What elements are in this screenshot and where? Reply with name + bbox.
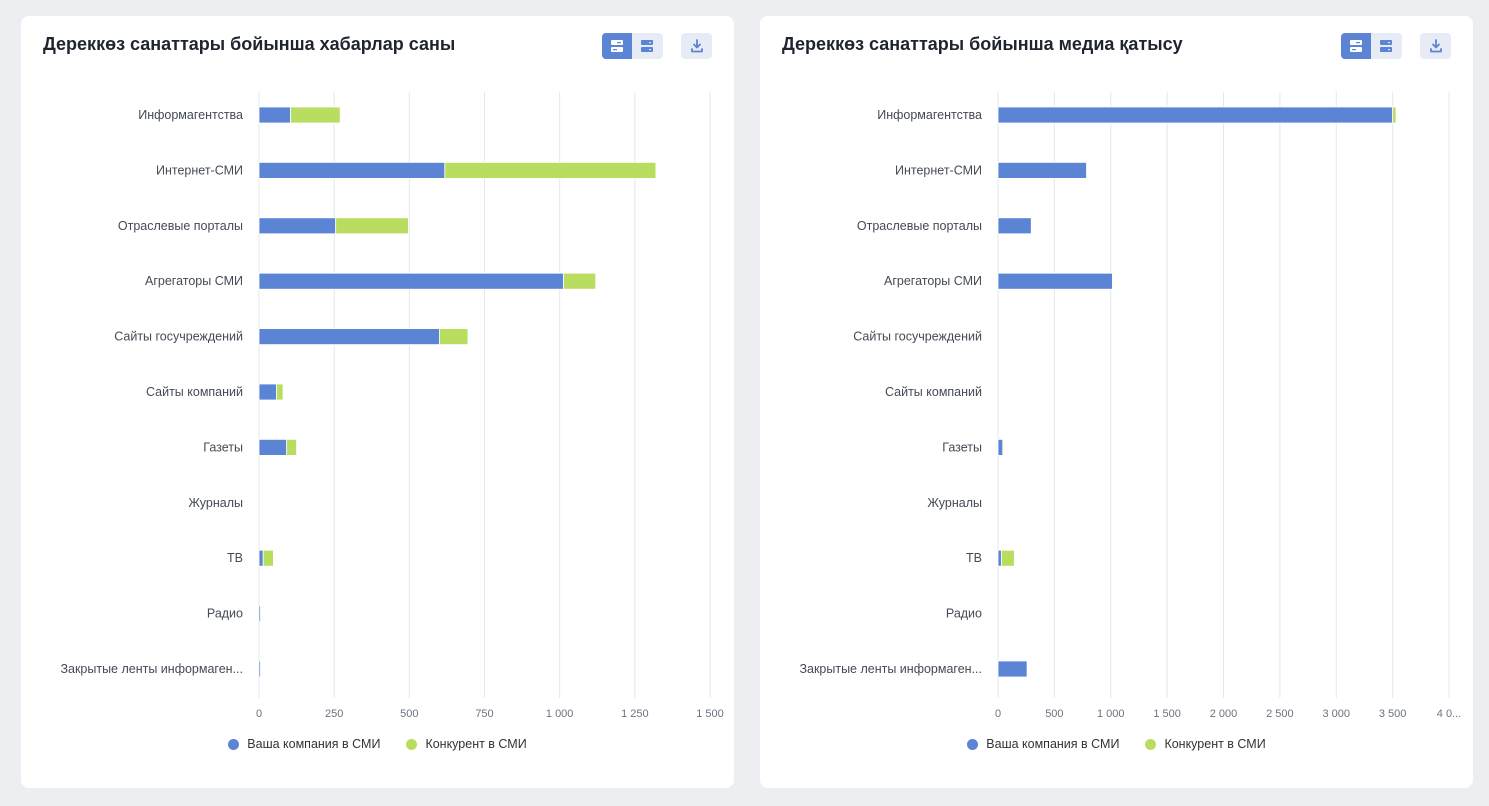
bar-chart-messages: 0 250 500 750 1 000 1 250 1 500 Информагентства… (60, 92, 724, 720)
bar-company[interactable] (997, 549, 1002, 567)
bar-competitor[interactable] (1392, 106, 1397, 124)
legend-marker-company (967, 738, 979, 750)
bar-company[interactable] (258, 328, 440, 346)
bar-company[interactable] (258, 605, 261, 622)
legend-item-competitor[interactable]: Конкурент в СМИ (406, 737, 527, 751)
legend-item-company[interactable]: Ваша компания в СМИ (967, 737, 1119, 751)
x-tick-label: 0 (995, 708, 1001, 720)
chart-legend: Ваша компания в СМИ Конкурент в СМИ (21, 737, 734, 751)
category-label: Агрегаторы СМИ (145, 274, 243, 288)
x-tick-label: 1 250 (621, 708, 649, 720)
x-tick-label: 0 (256, 708, 262, 720)
bar-company[interactable] (258, 549, 264, 567)
bar-company[interactable] (258, 106, 291, 124)
category-label: Газеты (942, 440, 982, 454)
legend-marker-company (228, 738, 240, 750)
x-tick-label: 3 000 (1322, 708, 1350, 720)
bar-company[interactable] (997, 660, 1028, 678)
bar-company[interactable] (997, 106, 1394, 124)
category-label: Информагентства (877, 108, 982, 122)
bar-company[interactable] (258, 438, 288, 456)
bar-competitor[interactable] (438, 328, 469, 346)
category-label: Интернет-СМИ (156, 163, 243, 177)
category-label: Агрегаторы СМИ (884, 274, 982, 288)
legend-item-competitor[interactable]: Конкурент в СМИ (1145, 737, 1266, 751)
bar-competitor[interactable] (1000, 549, 1015, 567)
grouped-bars-icon (1380, 40, 1392, 52)
bar-competitor[interactable] (290, 106, 341, 124)
x-tick-label: 750 (475, 708, 493, 720)
category-label: Радио (946, 607, 982, 621)
bar-competitor[interactable] (335, 217, 409, 235)
category-label: Газеты (203, 440, 243, 454)
bar-company[interactable] (258, 161, 446, 179)
bar-company[interactable] (258, 272, 564, 290)
bar-company[interactable] (258, 660, 261, 678)
x-tick-label: 3 500 (1379, 708, 1407, 720)
x-tick-label: 1 000 (1097, 708, 1125, 720)
stacked-bars-toggle[interactable] (1341, 33, 1371, 59)
x-tick-label: 1 500 (1153, 708, 1181, 720)
category-label: Журналы (927, 496, 982, 510)
legend-marker-competitor (1145, 738, 1157, 750)
grouped-bars-icon (641, 40, 653, 52)
category-label: Сайты госучреждений (114, 330, 243, 344)
bar-competitor[interactable] (276, 383, 284, 401)
bar-competitor[interactable] (563, 272, 597, 290)
category-label: Журналы (188, 496, 243, 510)
category-label: Интернет-СМИ (895, 163, 982, 177)
bar-competitor[interactable] (286, 438, 297, 456)
category-label: Сайты компаний (885, 385, 982, 399)
x-tick-label: 2 500 (1266, 708, 1294, 720)
x-tick-label: 4 0... (1437, 708, 1461, 720)
category-label: Сайты госучреждений (853, 330, 982, 344)
bar-company[interactable] (997, 161, 1087, 179)
category-label: Закрытые ленты информаген... (60, 662, 243, 676)
bar-company[interactable] (997, 438, 1004, 456)
grouped-bars-toggle[interactable] (632, 33, 662, 59)
chart-title: Дереккөз санаттары бойынша медиа қатысу (782, 34, 1183, 54)
legend-label: Конкурент в СМИ (425, 737, 527, 751)
bar-company[interactable] (258, 217, 337, 235)
stacked-bars-toggle[interactable] (602, 33, 632, 59)
chart-legend: Ваша компания в СМИ Конкурент в СМИ (760, 737, 1473, 751)
x-tick-label: 1 000 (546, 708, 574, 720)
chart-title: Дереккөз санаттары бойынша хабарлар саны (43, 34, 456, 54)
legend-marker-competitor (406, 738, 418, 750)
download-icon (1429, 39, 1442, 53)
grouped-bars-toggle[interactable] (1371, 33, 1401, 59)
download-icon (690, 39, 703, 53)
view-toggle (1341, 33, 1402, 59)
chart-card-messages: Дереккөз санаттары бойынша хабарлар саны… (21, 16, 734, 788)
legend-label: Ваша компания в СМИ (986, 737, 1120, 751)
category-label: Сайты компаний (146, 385, 243, 399)
chart-card-media-presence: Дереккөз санаттары бойынша медиа қатысу … (760, 16, 1473, 788)
bar-competitor[interactable] (262, 549, 274, 567)
x-tick-label: 500 (400, 708, 418, 720)
x-tick-label: 500 (1045, 708, 1063, 720)
category-label: ТВ (966, 551, 982, 565)
category-label: Информагентства (138, 108, 243, 122)
legend-label: Конкурент в СМИ (1164, 737, 1266, 751)
stacked-bars-icon (1350, 40, 1362, 52)
x-tick-label: 250 (325, 708, 343, 720)
category-label: Отраслевые порталы (857, 219, 982, 233)
bar-competitor[interactable] (444, 161, 657, 179)
x-tick-label: 2 000 (1210, 708, 1238, 720)
bar-chart-media-presence: 0 500 1 000 1 500 2 000 2 500 3 000 3 500 4 0...… (799, 92, 1461, 720)
legend-item-company[interactable]: Ваша компания в СМИ (228, 737, 380, 751)
category-label: Закрытые ленты информаген... (799, 662, 982, 676)
category-label: Радио (207, 607, 243, 621)
download-button[interactable] (681, 33, 712, 59)
bar-company[interactable] (997, 217, 1032, 235)
category-label: Отраслевые порталы (118, 219, 243, 233)
category-label: ТВ (227, 551, 243, 565)
stacked-bars-icon (611, 40, 623, 52)
bar-company[interactable] (997, 272, 1113, 290)
view-toggle (602, 33, 663, 59)
download-button[interactable] (1420, 33, 1451, 59)
legend-label: Ваша компания в СМИ (247, 737, 381, 751)
x-tick-label: 1 500 (696, 708, 724, 720)
bar-company[interactable] (258, 383, 277, 401)
